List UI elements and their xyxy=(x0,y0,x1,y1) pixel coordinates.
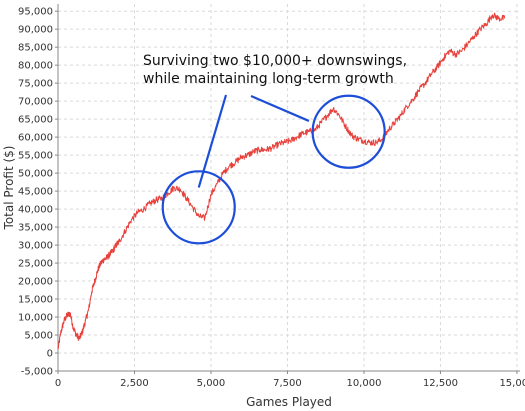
y-tick-label: 60,000 xyxy=(18,133,53,144)
y-tick-label: 25,000 xyxy=(18,259,53,270)
x-tick-label: 15,000 xyxy=(499,378,525,389)
x-tick-label: 10,000 xyxy=(346,378,381,389)
y-tick-label: 0 xyxy=(47,349,53,360)
y-tick-label: 75,000 xyxy=(18,79,53,90)
x-axis-title: Games Played xyxy=(246,395,332,409)
x-tick-label: 0 xyxy=(55,378,61,389)
y-tick-label: 45,000 xyxy=(18,187,53,198)
x-tick-label: 2,500 xyxy=(120,378,149,389)
axes xyxy=(55,4,520,374)
y-tick-label: 50,000 xyxy=(18,169,53,180)
y-tick-label: 55,000 xyxy=(18,151,53,162)
annotation: Surviving two $10,000+ downswings, while … xyxy=(143,53,407,245)
x-tick-label: 12,500 xyxy=(423,378,458,389)
series-layer xyxy=(57,12,506,350)
y-tick-label: 5,000 xyxy=(24,331,53,342)
highlight-circle xyxy=(161,170,236,245)
y-tick-label: 20,000 xyxy=(18,277,53,288)
annotation-text-line: while maintaining long-term growth xyxy=(143,71,394,87)
grid-lines xyxy=(57,4,520,372)
profit-series-line xyxy=(57,12,506,350)
y-tick-labels: -5,000 0 5,000 10,000 15,000 20,000 25,000 30,0… xyxy=(18,7,53,378)
y-tick-label: 40,000 xyxy=(18,205,53,216)
highlight-circle xyxy=(311,94,386,169)
annotation-pointer-line xyxy=(250,94,310,122)
y-tick-label: 95,000 xyxy=(18,7,53,18)
y-axis-title: Total Profit ($) xyxy=(2,146,16,231)
y-tick-label: 15,000 xyxy=(18,295,53,306)
annotation-text-line: Surviving two $10,000+ downswings, xyxy=(143,53,407,69)
y-tick-label: 80,000 xyxy=(18,61,53,72)
x-tick-label: 5,000 xyxy=(197,378,226,389)
annotation-pointer-line xyxy=(197,94,228,188)
y-tick-label: -5,000 xyxy=(21,367,53,378)
y-tick-label: 85,000 xyxy=(18,43,53,54)
y-tick-label: 90,000 xyxy=(18,25,53,36)
y-tick-label: 30,000 xyxy=(18,241,53,252)
y-tick-label: 65,000 xyxy=(18,115,53,126)
y-tick-label: 70,000 xyxy=(18,97,53,108)
x-tick-label: 7,500 xyxy=(273,378,302,389)
y-tick-label: 35,000 xyxy=(18,223,53,234)
x-tick-labels: 0 2,500 5,000 7,500 10,000 12,500 15,000 xyxy=(55,378,525,389)
y-tick-label: 10,000 xyxy=(18,313,53,324)
